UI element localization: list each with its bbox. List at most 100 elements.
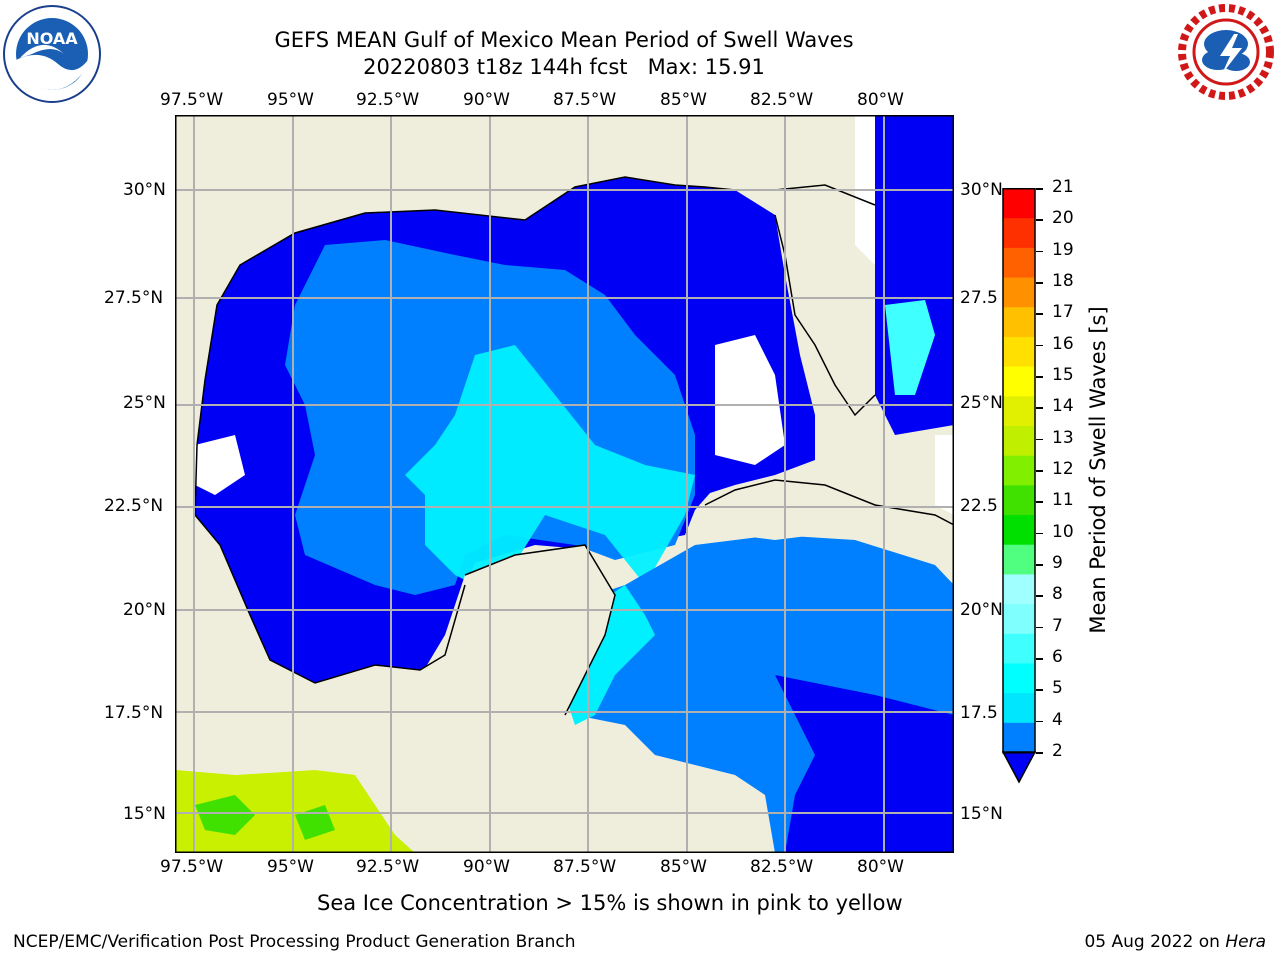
footer-host: Hera [1225,932,1266,952]
caribbean-east [775,675,954,853]
nws-logo [1176,4,1276,100]
yucatan-cyan [555,585,655,725]
lon-label-bottom: 87.5°W [553,857,617,877]
colorbar-tick-label: 6 [1052,647,1063,667]
lat-label-left: 25°N [123,393,166,413]
colorbar-tick-label: 16 [1052,333,1074,354]
lon-label-top: 82.5°W [750,90,814,110]
colorbar-segment [1003,217,1035,248]
footer-credit: NCEP/EMC/Verification Post Processing Pr… [13,932,576,952]
map-panel [175,115,955,853]
colorbar-tick-mark [1036,564,1043,566]
colorbar-tick-mark [1036,219,1043,221]
colorbar-tick-label: 17 [1052,302,1074,323]
footer-date: 05 Aug 2022 on Hera [1084,932,1266,952]
colorbar-segment [1003,306,1035,337]
colorbar-tick-label: 11 [1052,490,1074,511]
colorbar-tick-label: 5 [1052,678,1063,699]
lat-label-left: 30°N [123,180,166,200]
colorbar-tick-label: 18 [1052,271,1074,291]
colorbar-tick-mark [1036,658,1043,660]
colorbar-tick-mark [1036,438,1043,441]
chart-subtitle: 20220803 t18z 144h fcst Max: 15.91 [363,55,765,79]
colorbar-tick-label: 19 [1052,239,1074,260]
colorbar-tick-mark [1036,407,1043,409]
colorbar-segment [1003,366,1035,397]
lon-label-top: 90°W [463,90,510,110]
colorbar-tick-mark [1036,470,1043,472]
colorbar-tick-mark [1036,532,1043,535]
colorbar-tick-label: 9 [1052,553,1063,573]
lon-label-bottom: 85°W [660,857,707,877]
lat-label-left: 20°N [123,600,166,620]
colorbar [1001,188,1037,784]
lat-label-right: 22.5 [960,496,998,516]
lon-label-bottom: 97.5°W [160,857,224,877]
lon-label-top: 95°W [267,90,314,110]
florida-land [775,185,875,415]
colorbar-tick-mark [1036,313,1043,315]
colorbar-segment [1003,692,1035,723]
colorbar-segment [1003,603,1035,634]
colorbar-tick-label: 15 [1052,365,1074,385]
colorbar-tick-label: 10 [1052,521,1074,542]
colorbar-segment [1003,277,1035,308]
noaa-logo-label: NOAA [26,29,78,48]
colorbar-frame [1002,188,1036,754]
lon-label-top: 87.5°W [553,90,617,110]
map-svg [175,115,955,853]
colorbar-tick-label: 14 [1052,396,1074,417]
lon-label-bottom: 95°W [267,857,314,877]
colorbar-tick-mark [1036,282,1043,284]
colorbar-tick-mark [1036,376,1043,378]
colorbar-tick-label: 4 [1052,709,1063,730]
colorbar-tick-mark [1036,501,1043,503]
lat-label-left: 22.5°N [104,496,164,516]
colorbar-under-arrow [1001,751,1037,784]
colorbar-segment [1003,633,1035,664]
no-data-patch [935,435,954,515]
graticule [175,115,954,853]
lon-label-top: 97.5°W [160,90,224,110]
colorbar-tick-label: 20 [1052,208,1074,229]
colorbar-segment [1003,544,1035,575]
atlantic-cyan [885,300,935,395]
colorbar-segment [1003,425,1035,456]
colorbar-tick-mark [1036,752,1043,754]
colorbar-tick-mark [1036,188,1043,190]
cuba-land [705,480,954,540]
footer-date-text: 05 Aug 2022 on [1084,932,1226,952]
colorbar-tick-label: 21 [1052,177,1074,197]
colorbar-tick-mark [1036,720,1043,723]
colorbar-tick-mark [1036,250,1043,253]
colorbar-segment [1003,573,1035,605]
coastline [194,176,955,716]
colorbar-svg [1001,188,1037,784]
lat-label-right: 30°N [960,180,1003,200]
colorbar-segment [1003,662,1035,694]
lat-label-right: 15°N [960,804,1003,824]
colorbar-tick-label: 8 [1052,584,1063,605]
no-data-patch [195,435,245,495]
lat-label-left: 17.5°N [104,703,164,723]
noaa-logo: NOAA [2,4,102,104]
colorbar-segment [1003,484,1035,516]
lat-label-right: 25°N [960,393,1003,413]
lat-label-right: 20°N [960,600,1003,620]
colorbar-segment [1003,455,1035,486]
colorbar-label: Mean Period of Swell Waves [s] [1086,306,1110,634]
colorbar-segment [1003,722,1035,753]
lon-label-top: 92.5°W [356,90,420,110]
gulf-high-core [405,345,695,595]
colorbar-tick-label: 12 [1052,459,1074,479]
yucatan-land [415,545,615,775]
chart-title: GEFS MEAN Gulf of Mexico Mean Period of … [274,28,854,52]
map-frame [175,115,954,853]
lon-label-bottom: 92.5°W [356,857,420,877]
lon-label-top: 80°W [857,90,904,110]
colorbar-tick-mark [1036,689,1043,691]
colorbar-tick-label: 7 [1052,615,1063,636]
colorbar-segment [1003,395,1035,426]
colorbar-tick-label: 13 [1052,427,1074,448]
lat-label-left: 15°N [123,804,166,824]
